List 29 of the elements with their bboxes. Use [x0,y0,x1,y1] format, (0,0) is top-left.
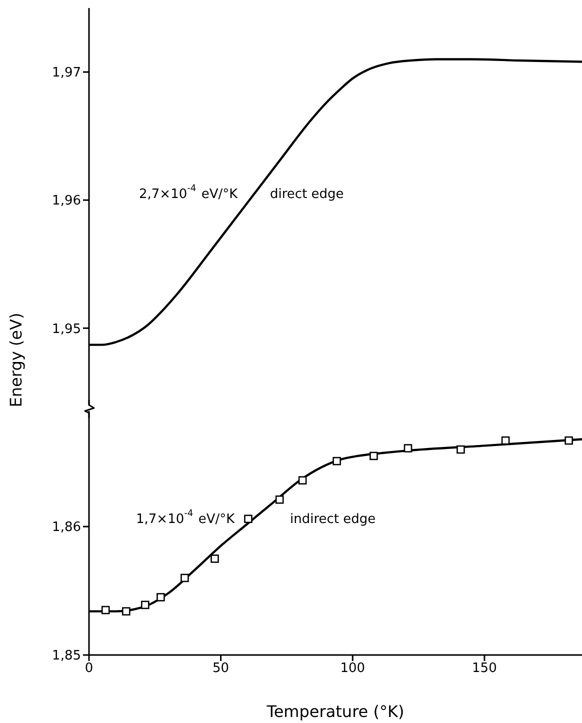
point [275,495,284,504]
point [180,574,189,582]
point [210,554,219,563]
annotation: 2,7×10$^{-4}$ eV/°K [139,184,238,202]
point [404,444,412,452]
x-tick-label: 100 [340,661,366,676]
annotation: 1,7×10$^{-4}$eV/°K [136,509,236,527]
annotation: direct edge [270,186,344,202]
y-axis-title: Energy (eV) [6,312,26,408]
x-tick-label: 150 [472,661,497,676]
point [156,593,165,602]
x-tick-label: 50 [212,661,230,676]
point [370,452,378,460]
x-tick-label: 0 [84,661,94,676]
y-tick-label: 1,86 [52,520,81,536]
annotation: indirect edge [290,512,376,527]
y-tick-label: 1,95 [52,322,81,337]
point [298,476,307,484]
point [101,606,110,614]
x-axis-title: Temperature (°K) [266,702,404,721]
point [244,514,252,524]
y-tick-label: 1,97 [52,66,81,81]
y-tick-label: 1,85 [52,648,81,664]
point [456,445,465,454]
y-tick-label: 1,96 [52,194,81,209]
point [564,436,573,445]
point [332,456,341,466]
point [141,600,150,610]
point [122,607,130,616]
